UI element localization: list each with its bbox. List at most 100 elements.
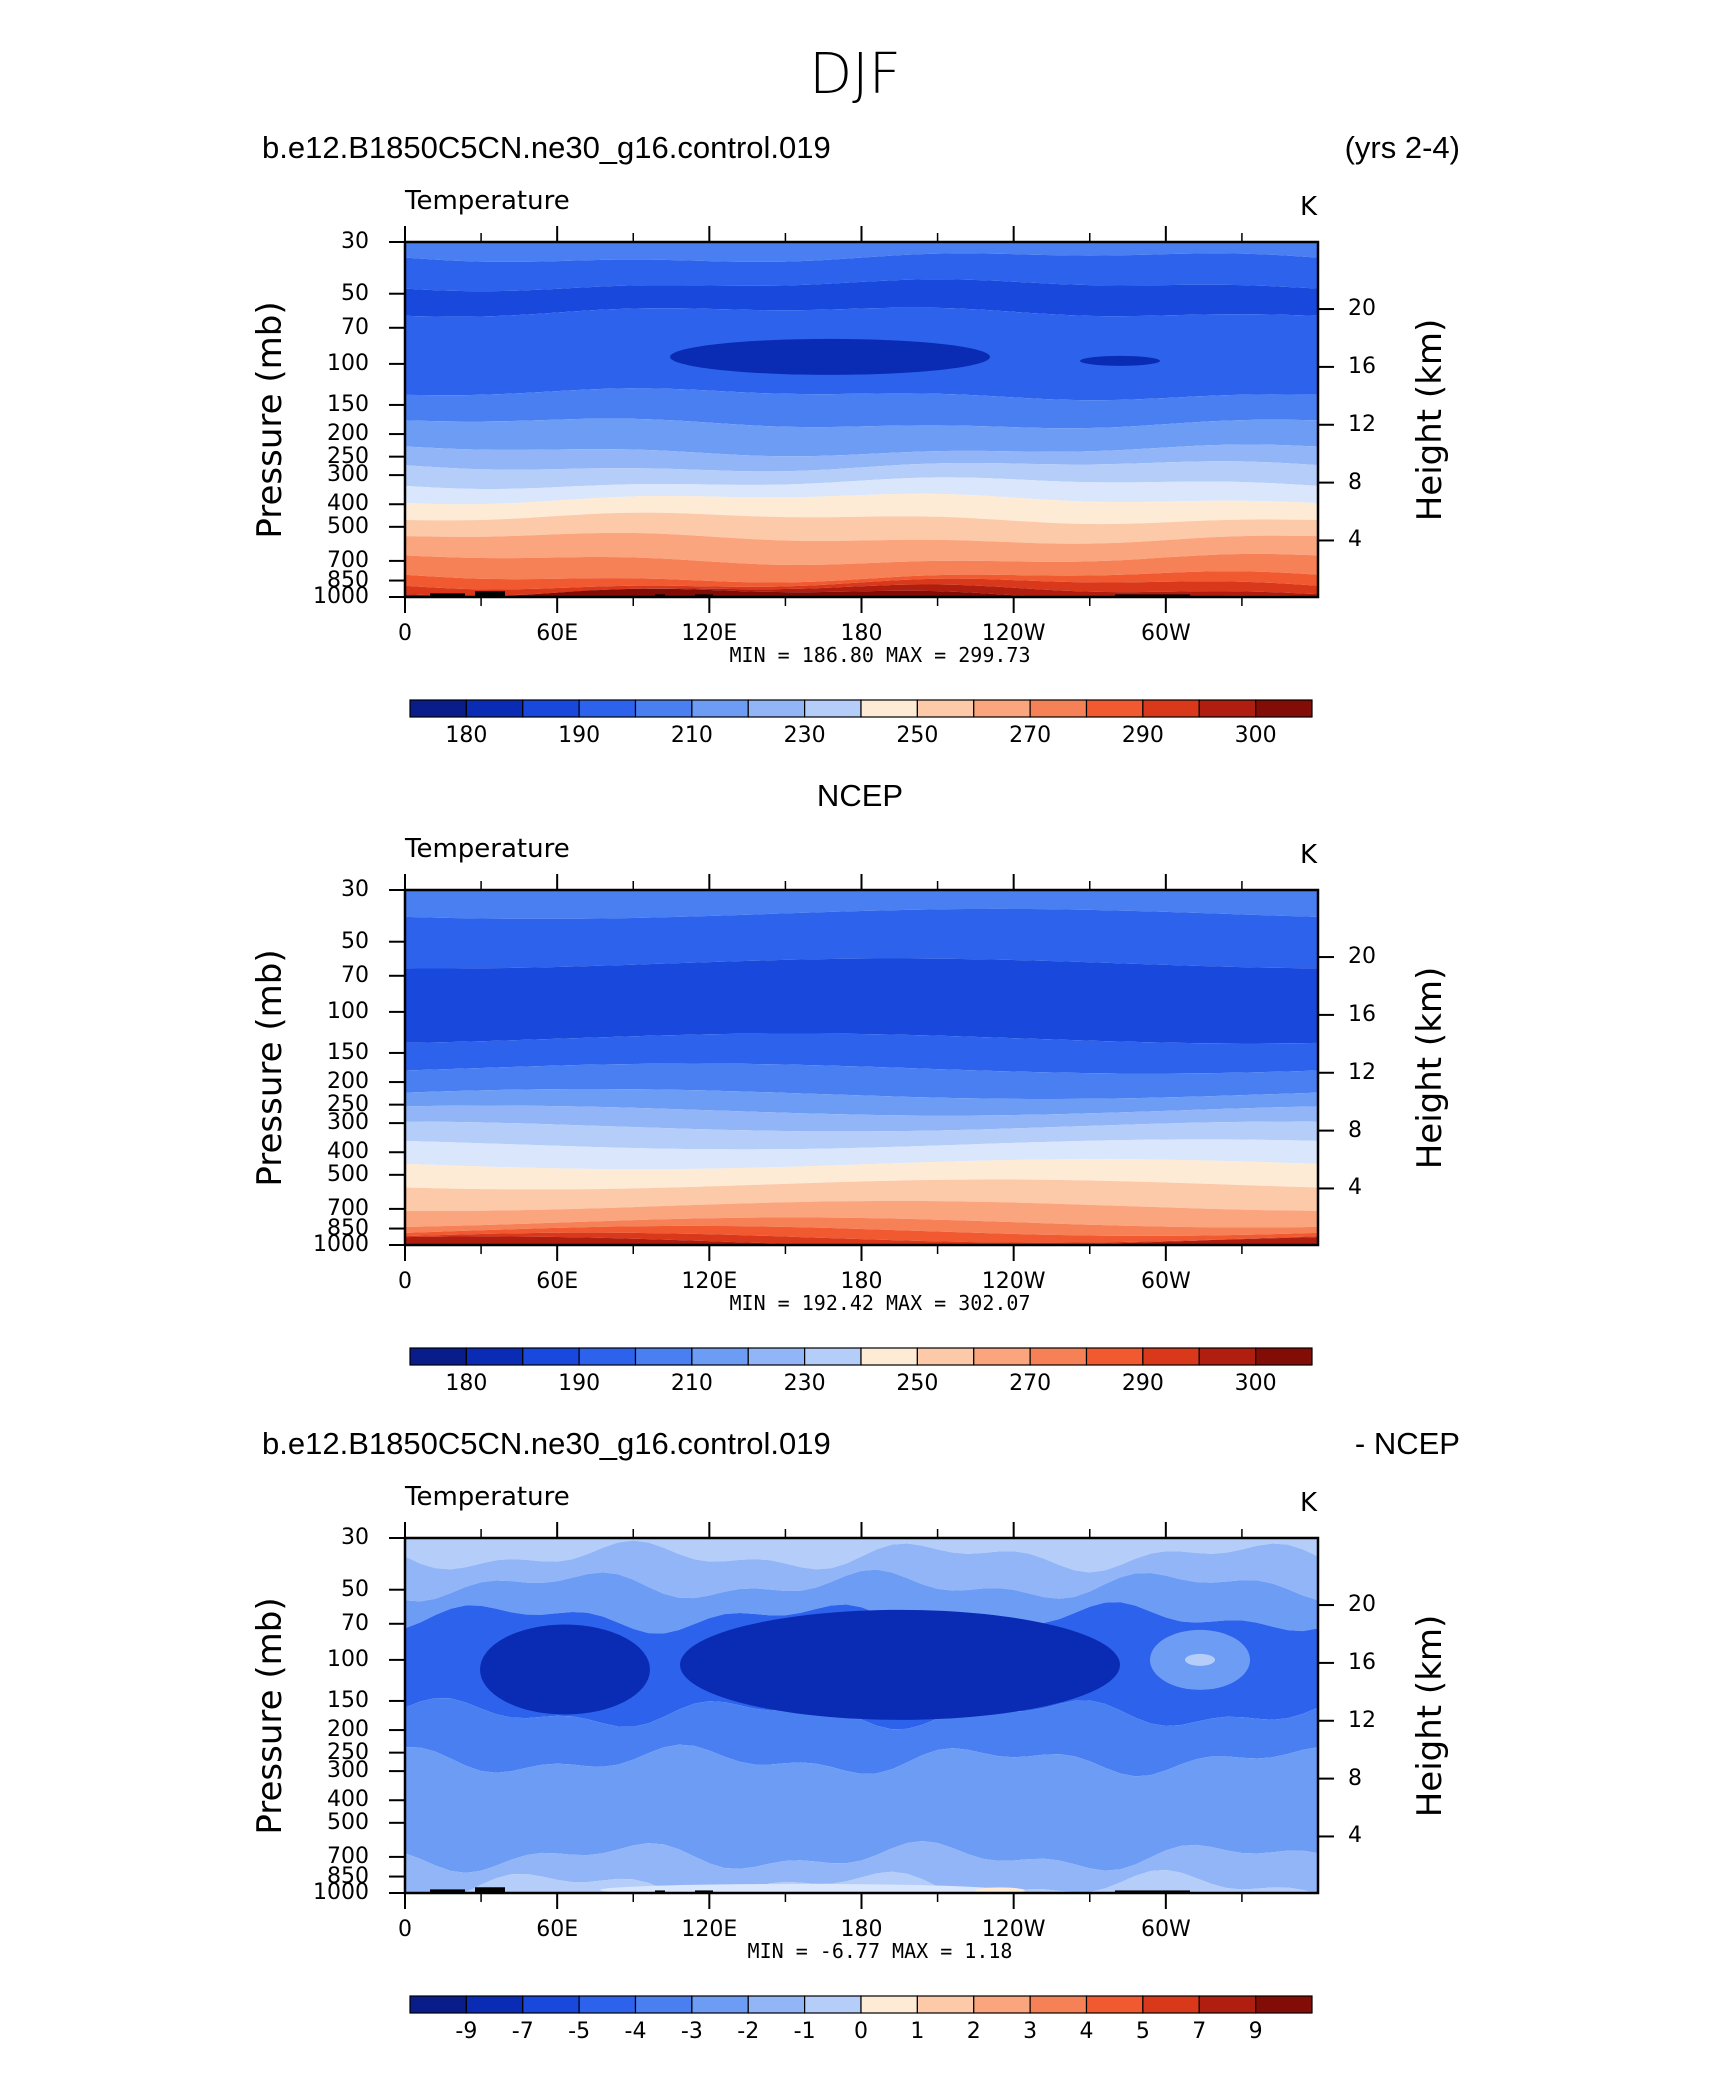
panel-diff <box>389 1522 1334 2014</box>
colorbar-label: 250 <box>896 723 939 748</box>
panel-left-title: b.e12.B1850C5CN.ne30_g16.control.019 <box>262 130 831 165</box>
colorbar-box <box>1198 699 1257 718</box>
contour-band <box>463 1869 1315 1893</box>
y-tick-label: 500 <box>327 513 369 539</box>
y-tick-label: 300 <box>327 1110 369 1136</box>
y2-tick-label: 12 <box>1348 1059 1376 1085</box>
contour-band <box>405 1538 1318 1573</box>
colorbar-box <box>691 699 749 718</box>
contour-band <box>405 242 1318 262</box>
min-max-text: MIN = -6.77 MAX = 1.18 <box>747 1939 1013 1963</box>
contour-band <box>405 253 1318 292</box>
colorbar-label: 300 <box>1234 1371 1277 1396</box>
panel-left-title: b.e12.B1850C5CN.ne30_g16.control.019 <box>262 1426 831 1461</box>
colorbar-label: -4 <box>624 2019 647 2044</box>
contour-band <box>405 958 1318 1044</box>
colorbar-label: -7 <box>511 2019 534 2044</box>
colorbar-label: 180 <box>445 1371 488 1396</box>
min-max-text: MIN = 186.80 MAX = 299.73 <box>729 643 1031 667</box>
contour-band <box>405 388 1318 429</box>
colorbar-box <box>409 699 467 718</box>
terrain-mask <box>1115 1890 1190 1893</box>
y-tick-label: 50 <box>341 280 369 306</box>
panel-right-title: - NCEP <box>1354 1426 1460 1461</box>
colorbar-box <box>465 1995 524 2014</box>
y-axis-title: Pressure (mb) <box>250 948 290 1187</box>
x-tick-label: 120W <box>981 621 1046 646</box>
y-tick-label: 70 <box>341 962 369 988</box>
contour-band <box>405 493 1318 525</box>
contour-band <box>405 477 1318 505</box>
y2-axis-title: Height (km) <box>1410 1614 1450 1817</box>
plot-area-obs <box>405 890 1318 1245</box>
y2-tick-label: 16 <box>1348 1001 1376 1027</box>
contour-band <box>405 1121 1318 1150</box>
colorbar-label: 210 <box>670 723 713 748</box>
colorbar-box <box>1198 1347 1257 1366</box>
colorbar-box <box>1085 699 1144 718</box>
x-tick-label: 60W <box>1140 1269 1191 1294</box>
contour-lobe <box>480 1624 650 1715</box>
contour-band <box>405 532 1318 565</box>
colorbar-label: -3 <box>680 2019 703 2044</box>
y-tick-label: 300 <box>327 1758 369 1784</box>
contour-band <box>405 1217 1318 1236</box>
y-tick-label: 50 <box>341 928 369 954</box>
contour-band <box>405 444 1318 472</box>
units-label: K <box>1300 840 1318 870</box>
y2-tick-label: 16 <box>1348 353 1376 379</box>
x-tick-label: 120E <box>681 1269 738 1294</box>
contour-band <box>405 584 1318 597</box>
contour-band <box>405 279 1318 317</box>
colorbar-box <box>860 1995 918 2014</box>
contour-band <box>405 1225 1318 1243</box>
colorbar-box <box>973 699 1031 718</box>
colorbar-box <box>860 1347 918 1366</box>
contour-band <box>405 571 1318 590</box>
y2-tick-label: 4 <box>1348 1823 1362 1849</box>
variable-label: Temperature <box>405 186 570 216</box>
y-tick-label: 150 <box>327 1687 369 1713</box>
x-tick-label: 60E <box>536 621 579 646</box>
colorbar-box <box>578 1347 637 1366</box>
y-tick-label: 700 <box>327 1195 369 1221</box>
colorbar-box <box>1029 1995 1088 2014</box>
x-tick-label: 180 <box>840 1917 883 1942</box>
contour-lobe <box>1080 355 1160 366</box>
terrain-mask <box>695 594 713 597</box>
colorbar-label: 250 <box>896 1371 939 1396</box>
colorbar-box <box>634 699 693 718</box>
colorbar-box <box>1198 1995 1257 2014</box>
colorbar-box <box>804 1347 862 1366</box>
y-tick-label: 1000 <box>313 1880 369 1905</box>
y-tick-label: 70 <box>341 314 369 340</box>
y-tick-label: 100 <box>327 998 369 1024</box>
y2-tick-label: 12 <box>1348 1707 1376 1733</box>
contour-band <box>405 1200 1318 1228</box>
colorbar-box <box>747 1347 806 1366</box>
y-tick-label: 400 <box>327 1787 369 1813</box>
colorbar-label: 300 <box>1234 723 1277 748</box>
colorbar-label: -1 <box>793 2019 816 2044</box>
y-tick-label: 500 <box>327 1809 369 1835</box>
y-tick-label: 850 <box>327 567 369 593</box>
contour-lobe <box>975 1887 1025 1893</box>
colorbar-box <box>973 1995 1031 2014</box>
y-tick-label: 700 <box>327 1843 369 1869</box>
colorbar-label: 230 <box>783 723 826 748</box>
colorbar-label: 2 <box>966 2019 981 2044</box>
y-tick-label: 250 <box>327 443 369 469</box>
contour-band <box>405 1697 1318 1777</box>
colorbar-box <box>634 1347 693 1366</box>
y-tick-label: 850 <box>327 1863 369 1889</box>
colorbar-label: 7 <box>1192 2019 1207 2044</box>
colorbar-box <box>1255 1995 1313 2014</box>
colorbar-label: 0 <box>854 2019 868 2044</box>
x-tick-label: 120W <box>981 1917 1046 1942</box>
colorbar-box <box>916 1995 975 2014</box>
y-tick-label: 300 <box>327 462 369 488</box>
contour-lobe <box>1185 1653 1215 1666</box>
colorbar-label: -2 <box>737 2019 760 2044</box>
colorbar-box <box>1142 699 1200 718</box>
x-tick-label: 60E <box>536 1269 579 1294</box>
